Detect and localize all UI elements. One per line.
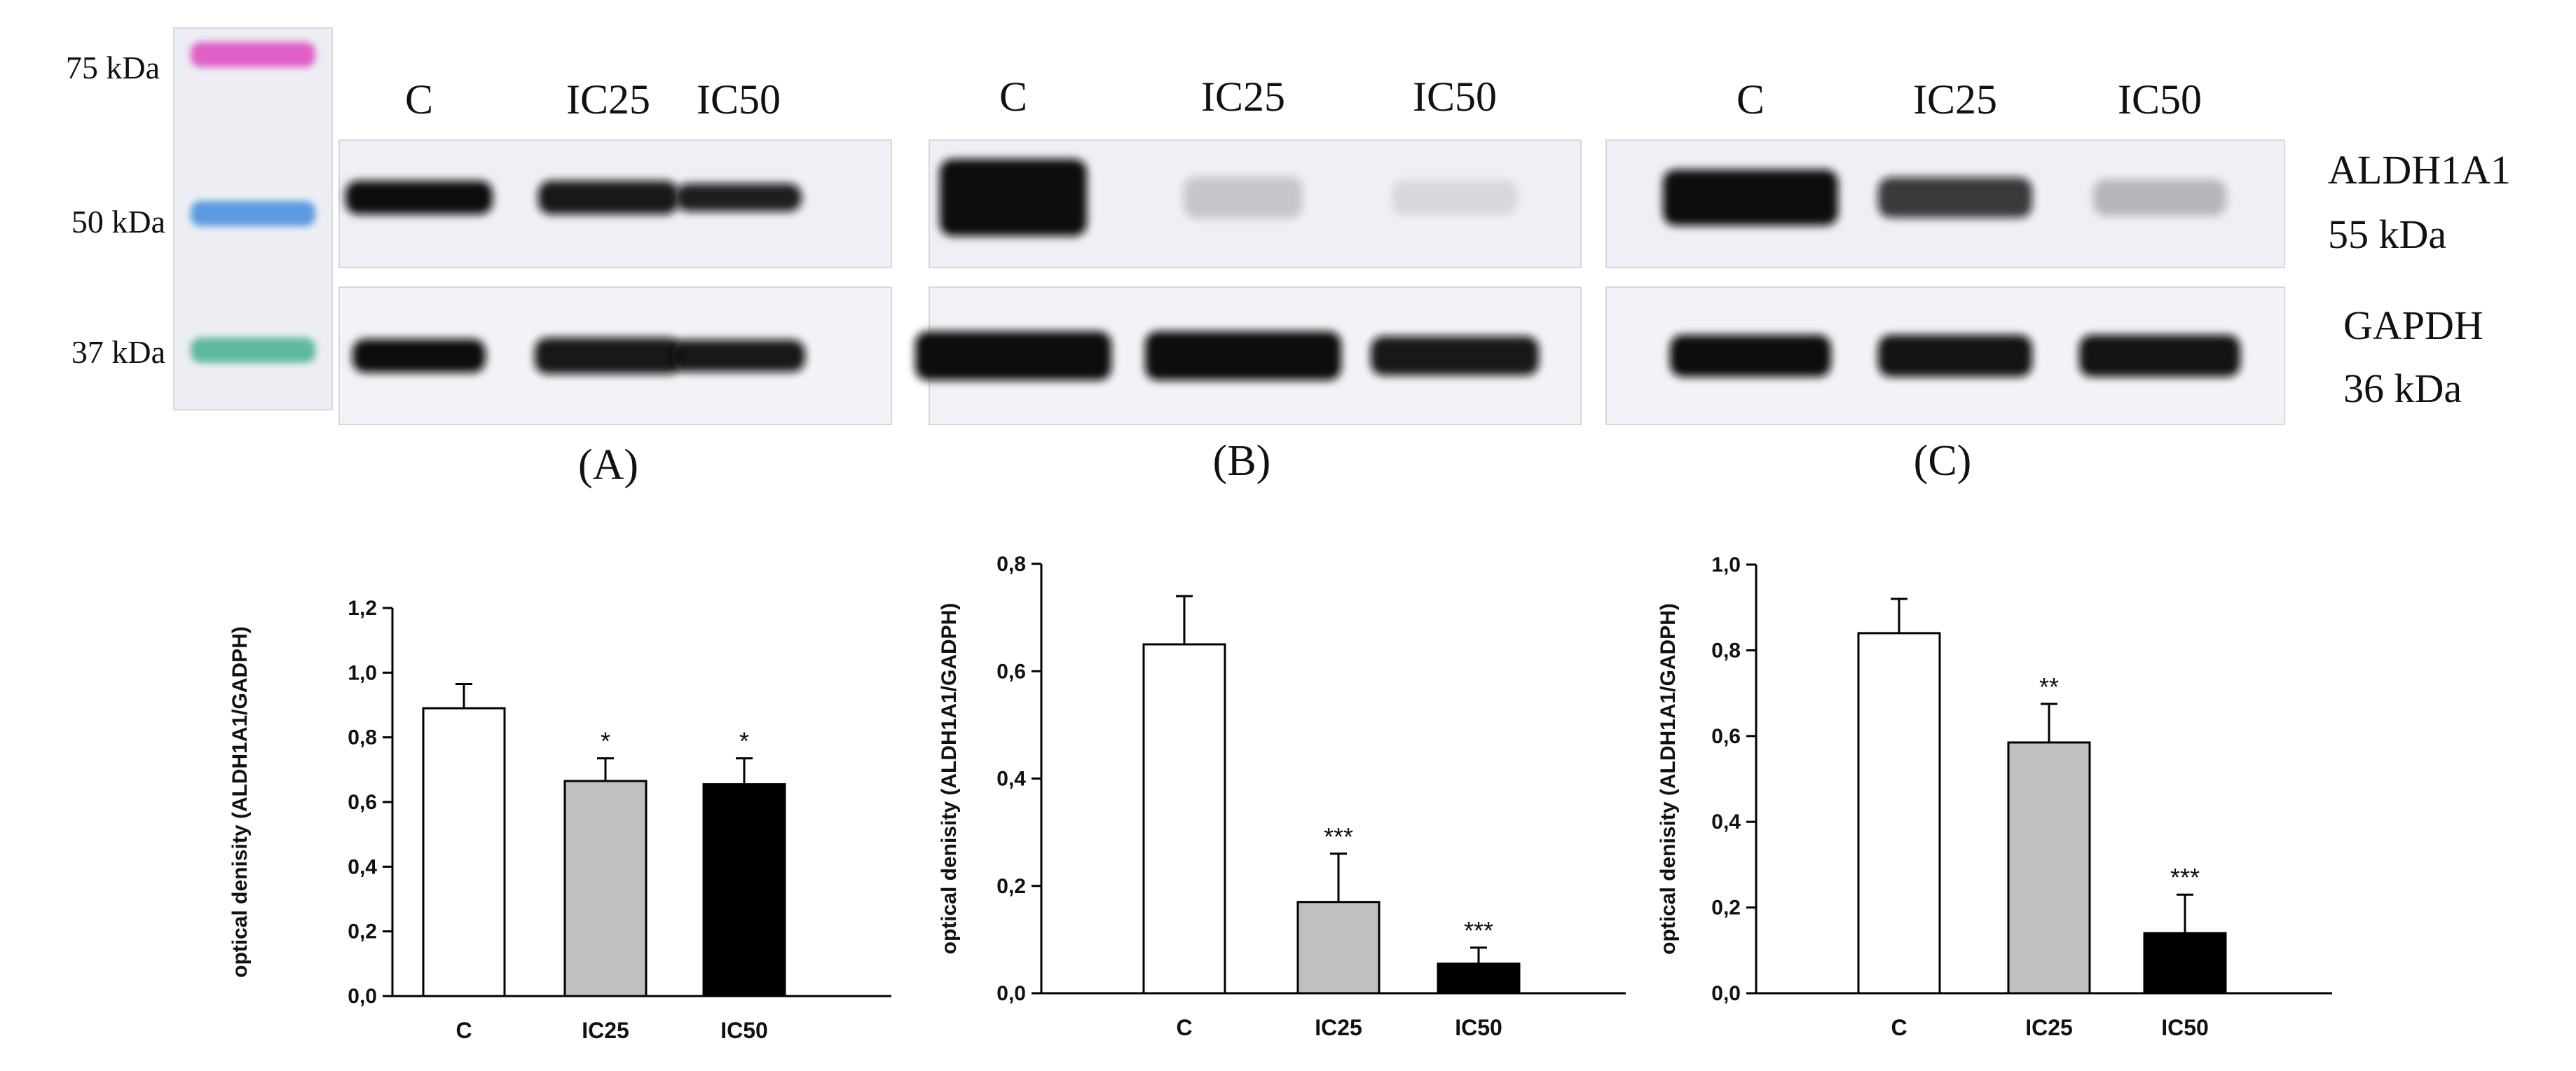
x-tick-label: C (1176, 1015, 1192, 1040)
aldh1a1-band (1878, 177, 2032, 218)
significance-label: * (739, 727, 749, 756)
aldh1a1-band (940, 159, 1087, 236)
gapdh-band (672, 340, 805, 372)
marker-label-37: 37 kDa (71, 334, 165, 370)
bar (1857, 632, 1941, 995)
aldh-size-label: 55 kDa (2328, 212, 2446, 257)
y-tick-label: 0,8 (996, 553, 1026, 576)
x-tick-label: IC50 (1455, 1015, 1502, 1040)
lane-label: C (1736, 76, 1765, 123)
x-tick-label: C (455, 1018, 472, 1043)
aldh1a1-band (1392, 180, 1518, 215)
panel-letter-b: (B) (1213, 437, 1271, 485)
y-tick-label: 1,0 (348, 661, 377, 684)
bar (702, 783, 786, 997)
y-axis-label: optical denisity (ALDH1A1/GADPH) (938, 603, 961, 955)
bar (1437, 962, 1521, 995)
lane-label: IC25 (566, 76, 650, 123)
ladder-marker-band (191, 338, 315, 363)
gapdh-band (352, 339, 486, 373)
blot-panel: C IC25 IC50 (338, 76, 892, 425)
lane-label: C (405, 76, 433, 123)
panel-letter-a: (A) (578, 441, 638, 489)
lane-label: C (999, 74, 1027, 120)
significance-label: *** (1464, 916, 1493, 945)
protein-labels: ALDH1A1 55 kDa GAPDH 36 kDa (2328, 147, 2511, 411)
bar-chart: 0,0 0,2 0,4 0,6 0,8 1,0 1,2 optical denisity (A… (228, 597, 891, 1043)
x-tick-label: IC50 (2161, 1015, 2209, 1040)
y-tick-label: 1,2 (348, 597, 377, 620)
bar (422, 707, 506, 997)
lane-label: IC25 (1201, 74, 1285, 120)
aldh1a1-band (1663, 170, 1838, 226)
panel-letters: (A) (B) (C) (578, 437, 1971, 489)
blot-panel: C IC25 IC50 (915, 74, 1582, 425)
significance-label: ** (2039, 672, 2059, 701)
lane-label: IC50 (697, 76, 781, 123)
aldh1a1-band (2093, 179, 2226, 216)
aldh-name-label: ALDH1A1 (2328, 147, 2511, 193)
significance-label: * (601, 727, 610, 756)
panel-letter-c: (C) (1914, 437, 1972, 485)
y-tick-label: 0,4 (1711, 810, 1741, 834)
gapdh-band (915, 331, 1111, 380)
ladder-marker-band (191, 201, 315, 226)
western-blots: C IC25 IC50 C IC25 IC50 C IC25 IC50 (338, 74, 2285, 425)
y-tick-label: 0,6 (996, 660, 1026, 683)
ladder-marker-band (191, 42, 315, 67)
y-axis-label: optical denisity (ALDH1A1/GADPH) (1657, 603, 1680, 955)
bar (1296, 901, 1381, 995)
significance-label: *** (1324, 822, 1353, 851)
y-axis-label: optical denisity (ALDH1A1/GADPH) (228, 626, 252, 978)
marker-label-50: 50 kDa (71, 204, 165, 240)
x-tick-label: IC25 (582, 1018, 629, 1043)
aldh1a1-band (345, 181, 493, 214)
y-tick-label: 0,0 (996, 982, 1026, 1005)
lane-label: IC25 (1913, 76, 1997, 123)
gapdh-band (1670, 335, 1831, 377)
y-tick-label: 0,6 (1711, 725, 1741, 748)
x-tick-label: IC25 (2025, 1015, 2073, 1040)
bar-chart: 0,0 0,2 0,4 0,6 0,8 1,0 optical denisity (ALDH… (1657, 553, 2332, 1040)
y-tick-label: 0,0 (348, 985, 377, 1008)
y-tick-label: 0,8 (348, 726, 377, 749)
gapdh-band (535, 338, 682, 374)
bar-charts: 0,0 0,2 0,4 0,6 0,8 1,0 1,2 optical denisity (A… (228, 553, 2332, 1043)
bar (1142, 643, 1226, 995)
significance-label: *** (2170, 863, 2200, 892)
aldh1a1-band (538, 181, 678, 214)
y-tick-label: 0,0 (1711, 982, 1741, 1005)
x-tick-label: IC50 (720, 1018, 768, 1043)
gapdh-band (1371, 336, 1539, 375)
blot-panel: C IC25 IC50 (1605, 76, 2285, 425)
x-tick-label: C (1891, 1015, 1907, 1040)
y-tick-label: 1,0 (1711, 553, 1741, 576)
aldh1a1-band (1184, 177, 1303, 219)
bar (2007, 741, 2091, 995)
bar (2143, 932, 2227, 995)
bar-chart: 0,0 0,2 0,4 0,6 0,8 optical denisity (ALDH1A1… (938, 553, 1626, 1040)
y-tick-label: 0,2 (348, 920, 377, 944)
bar (563, 780, 648, 997)
y-tick-label: 0,6 (348, 791, 377, 814)
y-tick-label: 0,8 (1711, 639, 1741, 662)
x-tick-label: IC25 (1315, 1015, 1362, 1040)
y-tick-label: 0,2 (996, 875, 1026, 898)
lane-label: IC50 (2118, 76, 2202, 123)
aldh1a1-band (676, 184, 802, 212)
y-tick-label: 0,4 (996, 768, 1026, 791)
marker-label-75: 75 kDa (66, 50, 160, 85)
lane-label: IC50 (1413, 74, 1497, 120)
protein-ladder: 75 kDa 50 kDa 37 kDa (66, 27, 333, 410)
gapdh-band (1145, 331, 1341, 380)
gapdh-band (2079, 335, 2240, 377)
gapdh-size-label: 36 kDa (2343, 366, 2462, 411)
gapdh-name-label: GAPDH (2343, 303, 2483, 348)
gapdh-band (1878, 335, 2032, 377)
y-tick-label: 0,2 (1711, 897, 1741, 920)
y-tick-label: 0,4 (348, 855, 377, 878)
